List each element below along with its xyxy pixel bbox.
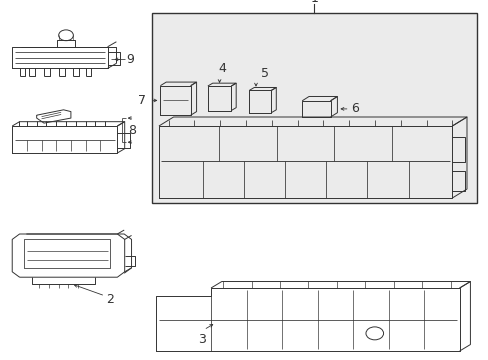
Text: 2: 2 [106,293,114,306]
Text: 4: 4 [218,62,225,75]
Text: 1: 1 [309,0,318,5]
Bar [151,13,476,203]
Text: 3: 3 [198,333,206,346]
Text: 5: 5 [261,67,269,80]
Text: 8: 8 [128,123,136,137]
Text: 6: 6 [350,102,358,116]
Text: 9: 9 [126,53,134,66]
Text: 7: 7 [138,94,145,107]
